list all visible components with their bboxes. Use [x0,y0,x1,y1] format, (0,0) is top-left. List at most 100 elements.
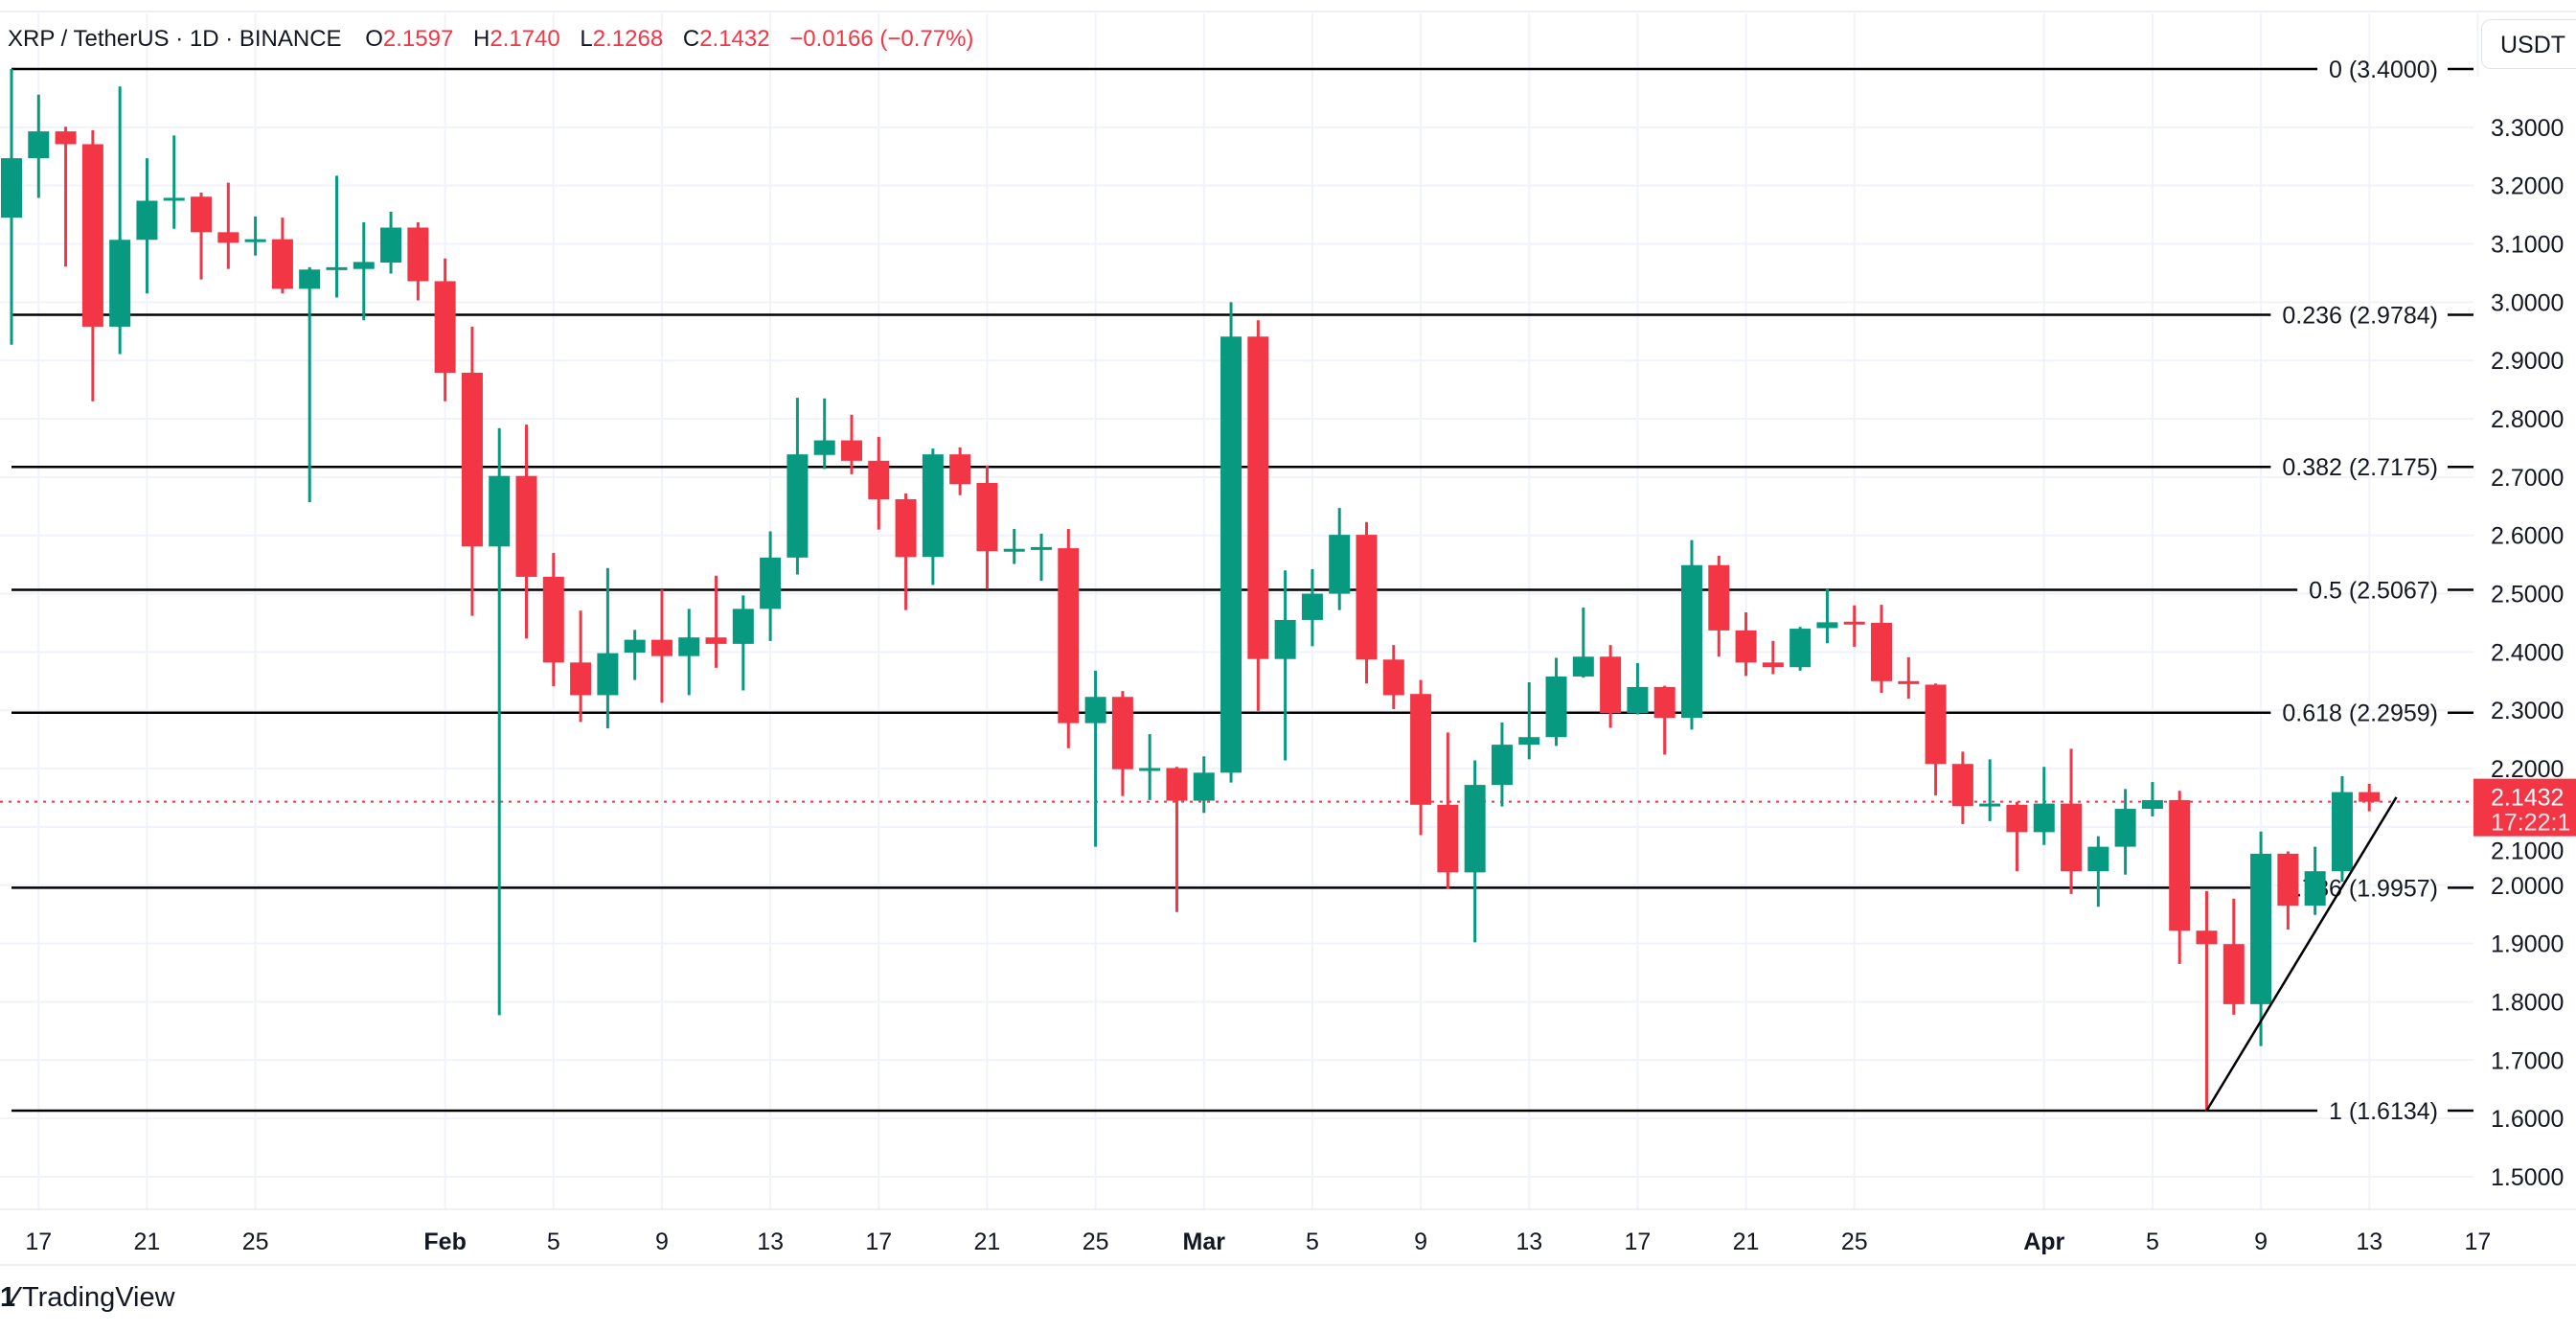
candle-body [570,662,592,696]
candle-body [2331,792,2353,872]
candle-2025-02-10 [678,609,700,696]
candle-body [109,240,131,327]
candle-2025-03-14 [1545,657,1567,746]
candle-2025-02-04 [515,425,537,639]
candle-2025-01-19 [81,129,103,402]
candle-2025-03-19 [1680,540,1702,730]
candle-2025-01-16 [1,69,22,345]
candle-body [1301,593,1323,620]
time-axis-labels[interactable]: 17 21 25 Feb 5 9 13 17 21 25 Mar 5 9 13 17 21 25 Apr 5 9 13 1… [25,1229,2491,1255]
candle-2025-03-22 [1762,640,1784,675]
candle-2025-02-22 [1003,529,1025,564]
fib-level-label: 0.5 (2.5067) [2309,577,2438,604]
candle-2025-03-07 [1356,521,1378,684]
candle-body [2304,871,2326,907]
fib-retracement[interactable]: 0 (3.4000) 0.236 (2.9784) 0.382 (2.7175) 0.… [11,57,2473,1125]
candle-body [1111,697,1133,769]
candle-2025-02-25 [1084,670,1106,847]
candle-2025-04-01 [2033,767,2055,845]
candle-2025-04-10 [2277,851,2299,930]
time-tick-label: 9 [1414,1229,1427,1255]
candle-2025-03-15 [1572,608,1594,678]
candle-body [542,576,564,663]
price-tick-label: 2.3000 [2491,698,2564,724]
time-tick-label: 9 [2254,1229,2268,1255]
candle-body [217,232,239,243]
candle-2025-04-03 [2087,836,2109,907]
candle-2025-03-16 [1600,645,1622,728]
candle-body [1220,336,1242,773]
candle-body [624,639,646,654]
candle-body [163,197,185,201]
candle-2025-02-08 [624,630,646,680]
price-tick-label: 2.1000 [2491,838,2564,865]
currency-button[interactable]: USDT [2481,19,2576,69]
candle-2025-02-26 [1111,691,1133,796]
candle-body [1031,546,1053,550]
candle-2025-02-27 [1139,734,1161,800]
candle-2025-03-25 [1843,605,1865,647]
price-tick-label: 1.5000 [2491,1164,2564,1191]
candle-2025-04-09 [2250,831,2272,1046]
candle-2025-02-23 [1031,533,1053,582]
candle-body [2196,930,2218,945]
high-value: 2.1740 [490,26,560,52]
fib-level-0-786: 0.786 (1.9957) [11,875,2473,902]
time-tick-label: Apr [2023,1229,2064,1255]
price-tick-label: 3.3000 [2491,115,2564,142]
candle-2025-02-19 [922,448,944,586]
candle-body [1247,336,1269,659]
candle-body [1166,768,1188,801]
high-label: H [472,26,490,52]
low-label: L [580,26,593,52]
candle-2025-01-23 [191,192,213,280]
candle-body [895,498,917,558]
candle-2025-02-03 [489,427,511,1016]
candle-body [299,269,321,289]
time-tick-label: Feb [423,1229,466,1255]
candle-2025-03-04 [1274,570,1296,761]
candle-2025-03-26 [1871,605,1893,693]
time-tick-label: 13 [2356,1229,2382,1255]
candle-body [191,196,213,233]
candle-body [840,440,862,461]
price-tick-label: 2.7000 [2491,465,2564,492]
fib-level-label: 1 (1.6134) [2329,1098,2438,1125]
time-tick-label: 17 [865,1229,892,1255]
candles [1,69,2381,1112]
time-tick-label: Mar [1183,1229,1226,1255]
price-axis[interactable] [2473,77,2576,1209]
time-tick-label: 25 [242,1229,269,1255]
trendline[interactable] [2205,796,2398,1112]
candle-body [244,239,266,242]
candle-2025-02-02 [461,326,483,616]
tradingview-logo[interactable]: 1⁄ TradingView [0,1282,175,1314]
price-tick-label: 3.0000 [2491,289,2564,316]
candle-body [2061,803,2083,872]
candle-body [353,262,375,269]
candle-body [136,200,158,241]
candle-2025-01-21 [136,158,158,294]
candle-body [55,131,77,145]
candle-body [678,637,700,656]
candle-body [2141,799,2163,810]
fib-level-label: 0.236 (2.9784) [2282,303,2438,330]
candle-2025-03-01 [1193,756,1215,814]
candle-2025-03-08 [1382,645,1404,710]
candle-2025-04-05 [2141,782,2163,816]
candle-body [1193,772,1215,801]
candle-body [1951,764,1973,807]
candle-body [1871,622,1893,681]
candle-body [1762,662,1784,668]
candle-2025-02-06 [570,610,592,723]
candle-body [1003,548,1025,552]
time-tick-label: 21 [974,1229,1001,1255]
candle-2025-01-20 [109,86,131,355]
price-tick-label: 2.8000 [2491,406,2564,433]
candle-2025-04-04 [2114,789,2136,875]
candle-2025-01-22 [163,135,185,229]
symbol-title[interactable]: XRP / TetherUS · 1D · BINANCE [8,26,342,52]
time-tick-label: 5 [547,1229,560,1255]
candle-2025-03-10 [1437,732,1459,889]
